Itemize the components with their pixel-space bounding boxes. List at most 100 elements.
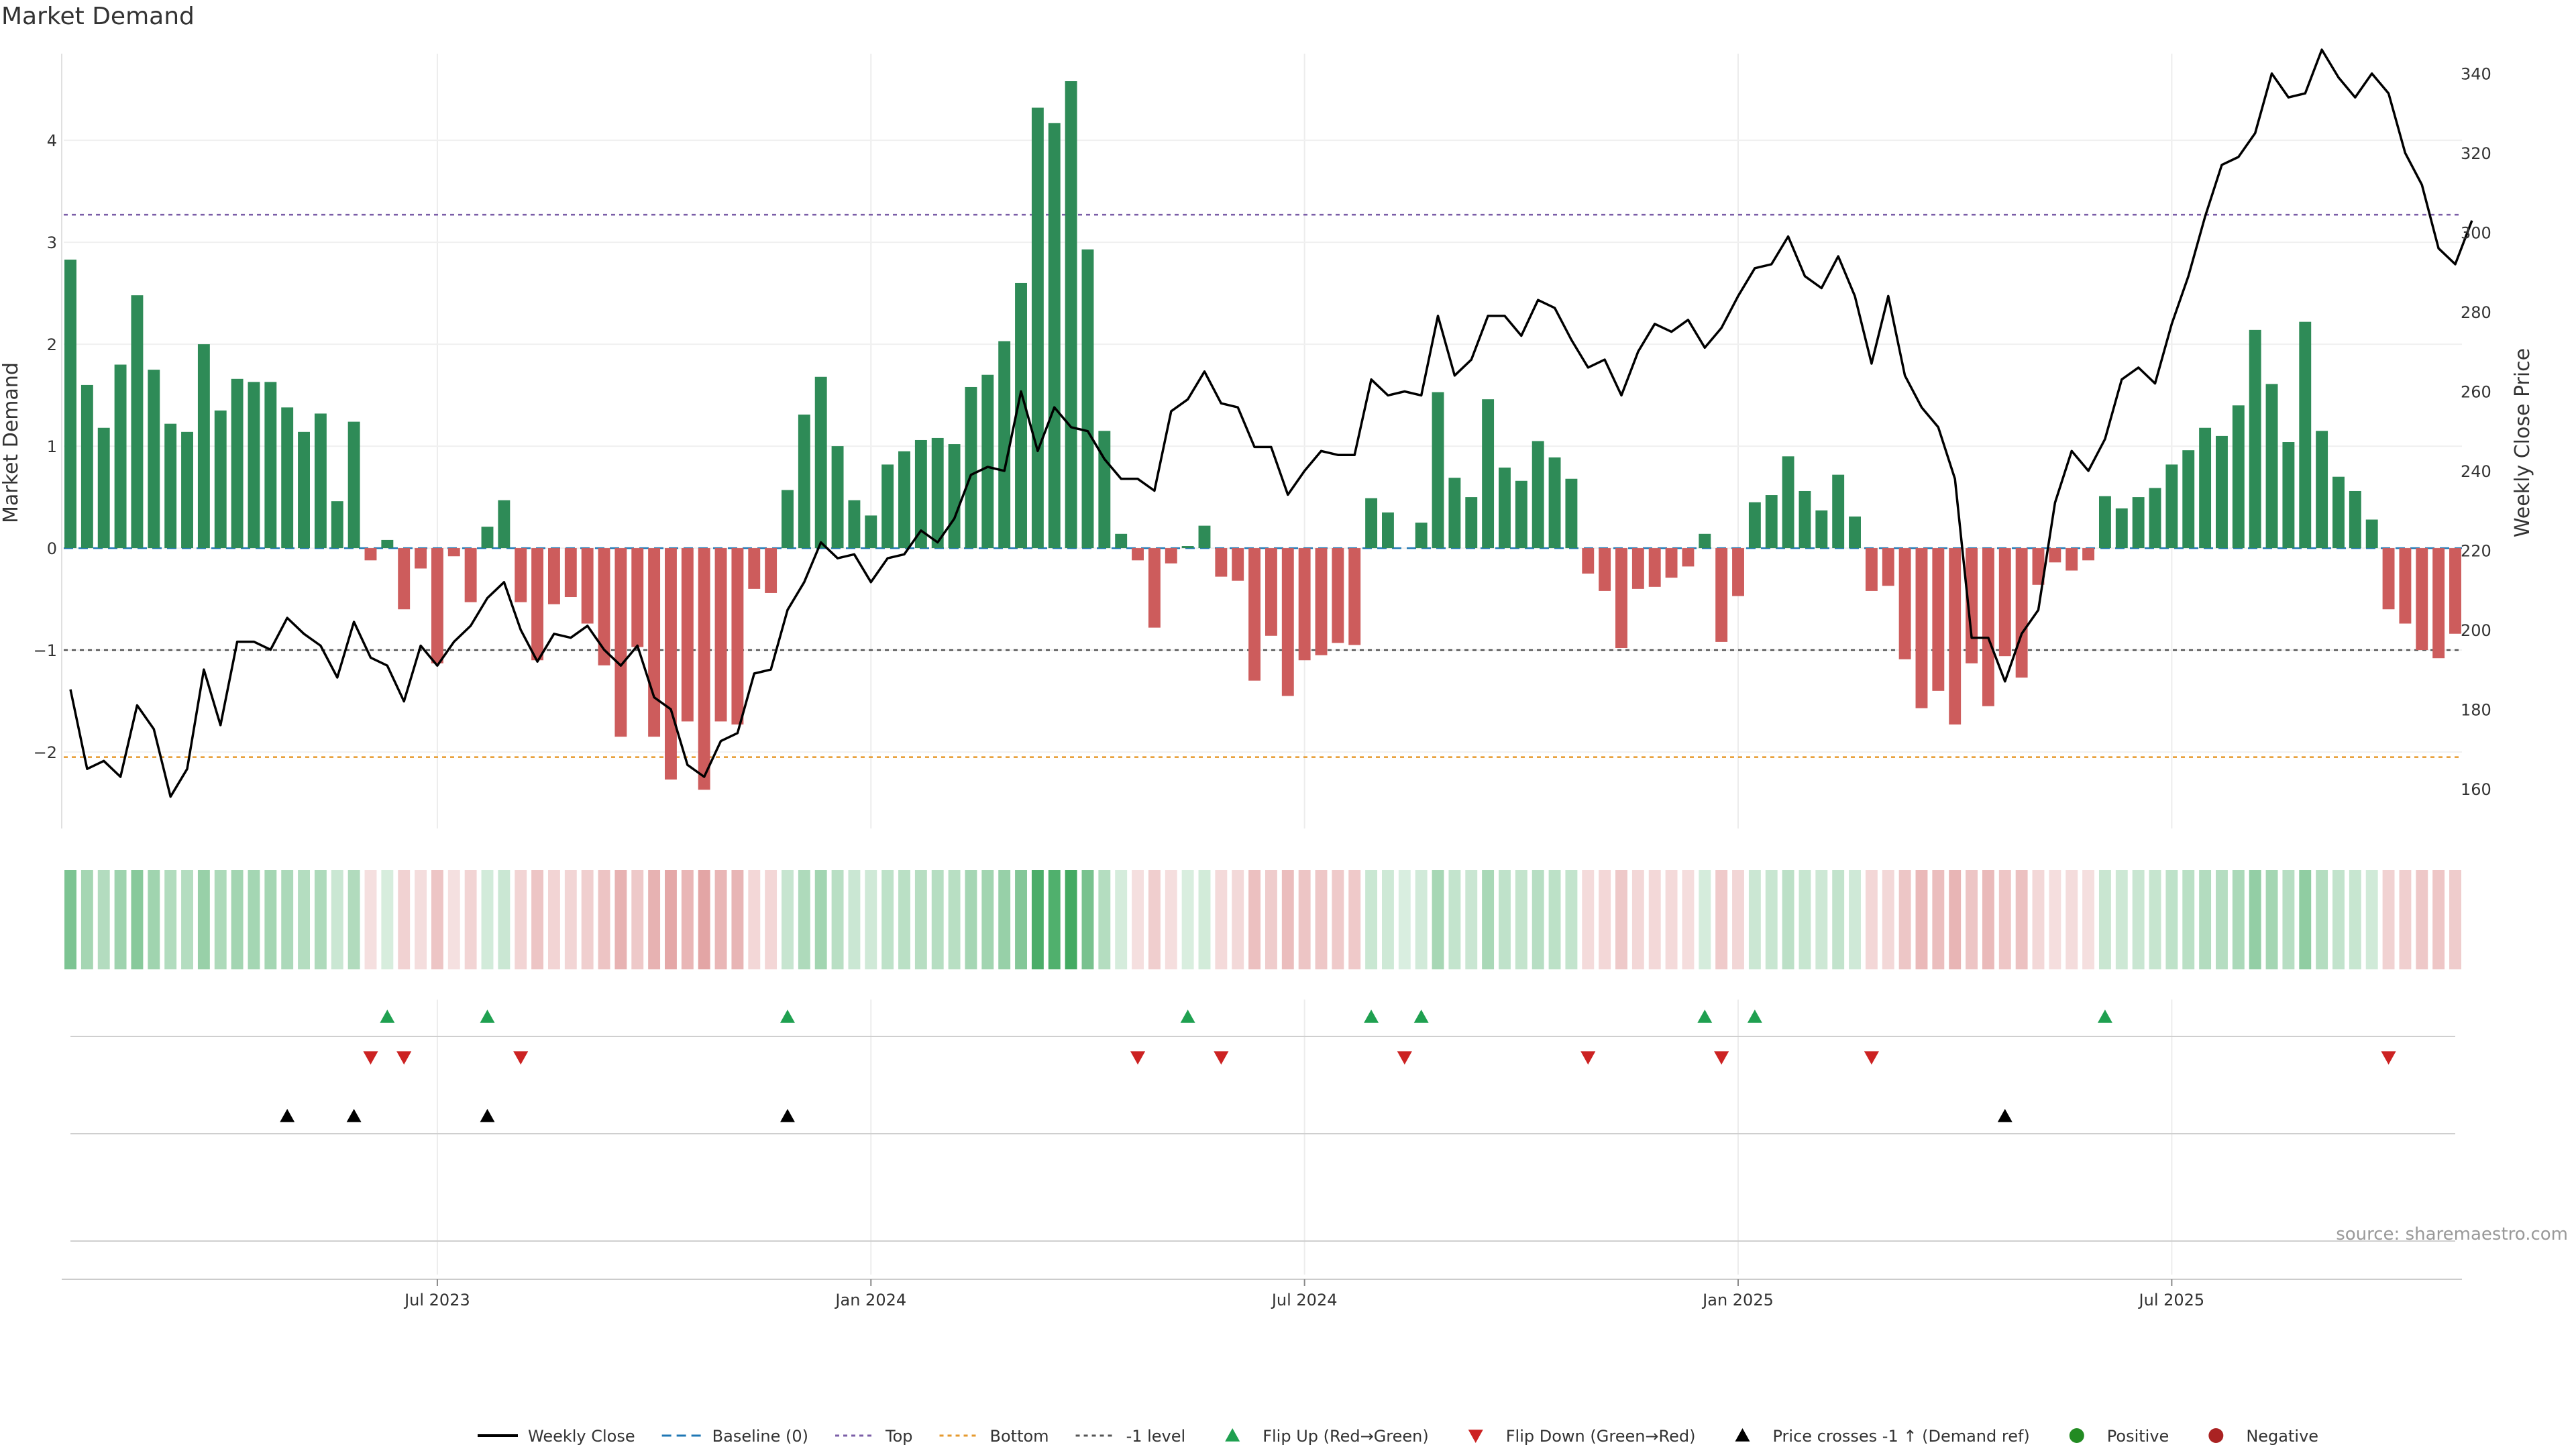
heat-cell xyxy=(464,870,477,969)
gridlines xyxy=(64,54,2462,1275)
flip-up-marker xyxy=(1747,1010,1762,1023)
heat-cell xyxy=(131,870,144,969)
price-cross-marker xyxy=(1997,1109,2012,1122)
demand-bar-positive xyxy=(981,374,994,549)
demand-bar-negative xyxy=(2015,548,2028,678)
flip-down-marker xyxy=(1130,1051,1146,1065)
heat-cell xyxy=(564,870,577,969)
heat-cell xyxy=(2449,870,2461,969)
demand-bar-positive xyxy=(1382,512,1394,549)
right-tick-label: 260 xyxy=(2461,382,2491,401)
flip-down-marker xyxy=(363,1051,378,1065)
demand-bar-negative xyxy=(2449,548,2461,634)
demand-bar-positive xyxy=(1532,441,1544,549)
demand-bar-positive xyxy=(1815,510,1828,549)
demand-heat-strip xyxy=(64,870,2461,969)
demand-bar-positive xyxy=(197,344,210,549)
demand-bar-negative xyxy=(614,548,627,737)
heat-cell xyxy=(1132,870,1144,969)
demand-bar-negative xyxy=(398,548,411,610)
legend-item-flip_down: Flip Down (Green→Red) xyxy=(1468,1427,1696,1446)
demand-bar-positive xyxy=(231,378,244,549)
right-tick-label: 280 xyxy=(2461,303,2491,322)
heat-cell xyxy=(965,870,977,969)
demand-bar-negative xyxy=(1165,548,1177,564)
demand-bar-negative xyxy=(415,548,427,569)
heat-cell xyxy=(1415,870,1428,969)
right-tick-label: 160 xyxy=(2461,780,2491,799)
heat-cell xyxy=(164,870,177,969)
demand-bar-negative xyxy=(1665,548,1678,578)
demand-bar-negative xyxy=(698,548,710,790)
heat-cell xyxy=(1998,870,2011,969)
price-cross-marker xyxy=(346,1109,362,1122)
demand-bar-positive xyxy=(898,451,910,549)
demand-bar-positive xyxy=(1098,431,1111,549)
heat-cell xyxy=(1081,870,1094,969)
demand-bar-negative xyxy=(1715,548,1728,642)
demand-bar-positive xyxy=(2332,476,2345,549)
x-tick-label: Jan 2024 xyxy=(834,1291,906,1309)
heat-cell xyxy=(415,870,427,969)
heat-cell xyxy=(64,870,76,969)
heat-cell xyxy=(1882,870,1894,969)
demand-bar-negative xyxy=(431,548,443,663)
heat-cell xyxy=(714,870,727,969)
demand-bar-negative xyxy=(1315,548,1328,655)
heat-cell xyxy=(1932,870,1945,969)
left-tick-label: −1 xyxy=(34,641,57,660)
heat-cell xyxy=(1665,870,1678,969)
heat-cell xyxy=(1382,870,1394,969)
demand-bar-negative xyxy=(531,548,544,661)
heat-cell xyxy=(1548,870,1561,969)
heat-cell xyxy=(2299,870,2312,969)
heat-cell xyxy=(214,870,227,969)
heat-cell xyxy=(648,870,661,969)
heat-cell xyxy=(2432,870,2445,969)
x-tick-label: Jan 2025 xyxy=(1701,1291,1774,1309)
demand-bar-positive xyxy=(1115,533,1128,549)
demand-bar-positive xyxy=(931,437,944,549)
demand-bar-negative xyxy=(564,548,577,598)
heat-cell xyxy=(1565,870,1578,969)
x-tick-label: Jul 2025 xyxy=(2138,1291,2205,1309)
heat-cell xyxy=(1031,870,1044,969)
heat-cell xyxy=(1915,870,1928,969)
demand-bar-positive xyxy=(814,376,827,549)
weekly-close-series xyxy=(69,48,2473,798)
price-cross-marker xyxy=(480,1109,495,1122)
flip-up-marker xyxy=(780,1010,795,1023)
demand-bar-positive xyxy=(2265,384,2278,549)
demand-bar-positive xyxy=(381,539,394,549)
demand-bar-positive xyxy=(498,500,511,549)
legend-label: Negative xyxy=(2246,1427,2318,1446)
heat-cell xyxy=(2399,870,2412,969)
demand-bars xyxy=(64,81,2461,790)
heat-cell xyxy=(1398,870,1411,969)
demand-bar-negative xyxy=(581,548,594,624)
heat-cell xyxy=(1198,870,1211,969)
heat-cell xyxy=(1682,870,1695,969)
heat-cell xyxy=(531,870,544,969)
heat-cell xyxy=(1215,870,1228,969)
flip-down-marker xyxy=(396,1051,412,1065)
heat-cell xyxy=(97,870,110,969)
heat-cell xyxy=(1148,870,1161,969)
legend-swatch xyxy=(1468,1430,1483,1443)
heat-cell xyxy=(2065,870,2078,969)
flip-up-marker xyxy=(1364,1010,1379,1023)
right-axis-label: Weekly Close Price xyxy=(2511,348,2534,537)
demand-bar-negative xyxy=(631,548,644,647)
demand-bar-positive xyxy=(281,407,294,549)
flip-up-marker xyxy=(1180,1010,1195,1023)
demand-bar-negative xyxy=(447,548,460,557)
flip-up-marker xyxy=(1697,1010,1713,1023)
left-tick-label: 0 xyxy=(47,539,57,558)
legend-label: Positive xyxy=(2107,1427,2169,1446)
heat-cell xyxy=(2115,870,2128,969)
demand-bar-positive xyxy=(214,410,227,549)
demand-bar-negative xyxy=(1248,548,1261,681)
demand-bar-negative xyxy=(1332,548,1344,643)
heat-cell xyxy=(914,870,927,969)
demand-bar-positive xyxy=(965,386,977,549)
